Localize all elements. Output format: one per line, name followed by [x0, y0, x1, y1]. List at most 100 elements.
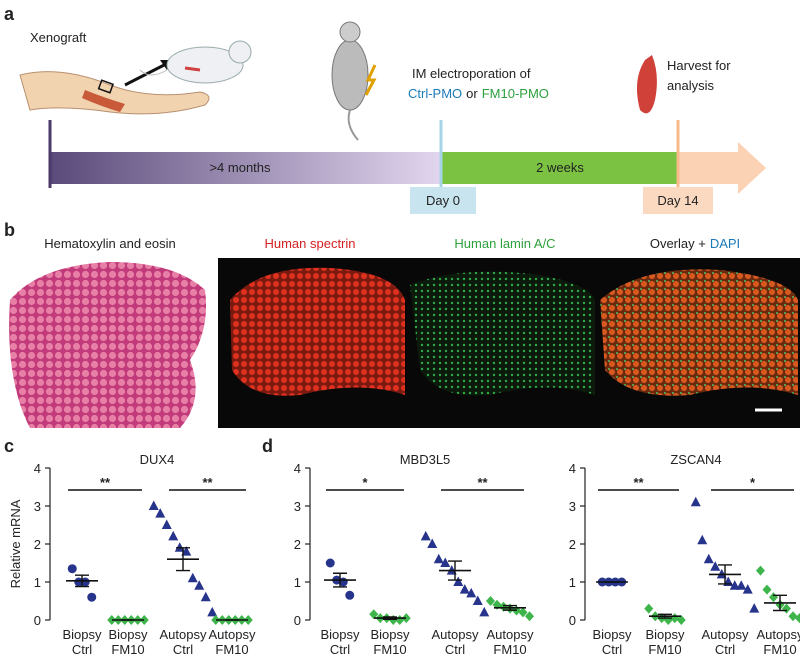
y-tick-label: 1 — [569, 575, 576, 590]
label: analysis — [667, 78, 714, 93]
point — [466, 587, 477, 598]
point — [795, 613, 800, 624]
point — [472, 595, 483, 605]
chart-title: MBD3L5 — [400, 452, 451, 467]
timeline-segment — [442, 152, 678, 184]
x-tick-label: FM10 — [763, 642, 796, 654]
point — [690, 496, 701, 507]
point — [440, 557, 451, 567]
point — [200, 591, 211, 602]
point — [525, 611, 534, 622]
point — [433, 553, 444, 564]
x-tick-label: Biopsy — [62, 627, 102, 642]
x-tick-label: FM10 — [373, 642, 406, 654]
x-tick-label: Ctrl — [330, 642, 350, 654]
point — [762, 584, 772, 595]
panel-label: d — [262, 436, 273, 456]
y-tick-label: 4 — [34, 461, 41, 476]
point — [736, 580, 747, 590]
timeline-segment — [50, 152, 442, 184]
y-axis-label: Relative mRNA — [8, 499, 23, 588]
label: Day 14 — [657, 193, 698, 208]
x-tick-label: Autopsy — [757, 627, 800, 642]
arrow — [124, 60, 171, 87]
significance-label: ** — [202, 475, 213, 490]
y-tick-label: 0 — [569, 613, 576, 628]
error-bar — [333, 572, 347, 588]
point — [194, 580, 205, 590]
y-tick-label: 0 — [34, 613, 41, 628]
point — [749, 603, 760, 613]
point — [729, 580, 740, 590]
x-tick-label: Ctrl — [173, 642, 193, 654]
point — [139, 615, 149, 625]
point — [174, 542, 185, 552]
x-tick-label: Ctrl — [445, 642, 465, 654]
x-tick-label: FM10 — [215, 642, 248, 654]
point — [161, 519, 172, 529]
x-tick-label: Biopsy — [370, 627, 410, 642]
y-tick-label: 3 — [569, 499, 576, 514]
x-tick-label: Ctrl — [715, 642, 735, 654]
panel-label: b — [4, 220, 15, 240]
point — [67, 564, 77, 574]
point — [369, 609, 379, 620]
significance-label: * — [362, 475, 368, 490]
label: Day 0 — [426, 193, 460, 208]
he-image — [9, 262, 206, 428]
x-tick-label: FM10 — [493, 642, 526, 654]
label: Ctrl-PMO or FM10-PMO — [408, 86, 549, 101]
label: Human lamin A/C — [454, 236, 555, 251]
y-tick-label: 3 — [34, 499, 41, 514]
error-bar — [658, 613, 672, 619]
label: Overlay + DAPI — [650, 236, 740, 251]
point — [453, 576, 464, 586]
point — [168, 530, 179, 541]
y-tick-label: 2 — [34, 537, 41, 552]
point — [345, 590, 355, 600]
error-bar — [176, 547, 190, 572]
error-bar — [503, 604, 517, 611]
point — [80, 577, 90, 587]
y-tick-label: 0 — [294, 613, 301, 628]
point — [243, 615, 253, 625]
y-tick-label: 4 — [569, 461, 576, 476]
x-tick-label: Autopsy — [702, 627, 749, 642]
label: Human spectrin — [264, 236, 355, 251]
chart-title: ZSCAN4 — [670, 452, 721, 467]
point — [710, 561, 721, 571]
x-tick-label: Ctrl — [72, 642, 92, 654]
x-tick-label: FM10 — [111, 642, 144, 654]
y-tick-label: 3 — [294, 499, 301, 514]
label: 2 weeks — [536, 160, 584, 175]
x-tick-label: Biopsy — [320, 627, 360, 642]
x-tick-label: Ctrl — [602, 642, 622, 654]
spectrin-image — [230, 267, 405, 396]
point — [401, 613, 411, 624]
point — [74, 577, 84, 587]
point — [211, 615, 221, 625]
point — [87, 592, 97, 602]
point — [459, 584, 470, 594]
label: >4 months — [209, 160, 271, 175]
panel-label: a — [4, 4, 15, 24]
point — [207, 606, 218, 617]
significance-label: ** — [100, 475, 111, 490]
error-bar — [383, 616, 397, 620]
mouse-illustration — [139, 40, 252, 84]
x-tick-label: Biopsy — [108, 627, 148, 642]
point — [703, 553, 714, 564]
x-tick-label: Autopsy — [160, 627, 207, 642]
label: Hematoxylin and eosin — [44, 236, 176, 251]
point — [676, 615, 686, 625]
point — [427, 538, 438, 548]
day-box — [410, 187, 476, 214]
point — [420, 530, 431, 541]
y-tick-label: 2 — [294, 537, 301, 552]
point — [742, 584, 753, 594]
point — [187, 572, 198, 583]
point — [325, 558, 335, 568]
x-tick-label: Biopsy — [645, 627, 685, 642]
point — [107, 615, 117, 625]
x-tick-label: Autopsy — [209, 627, 256, 642]
